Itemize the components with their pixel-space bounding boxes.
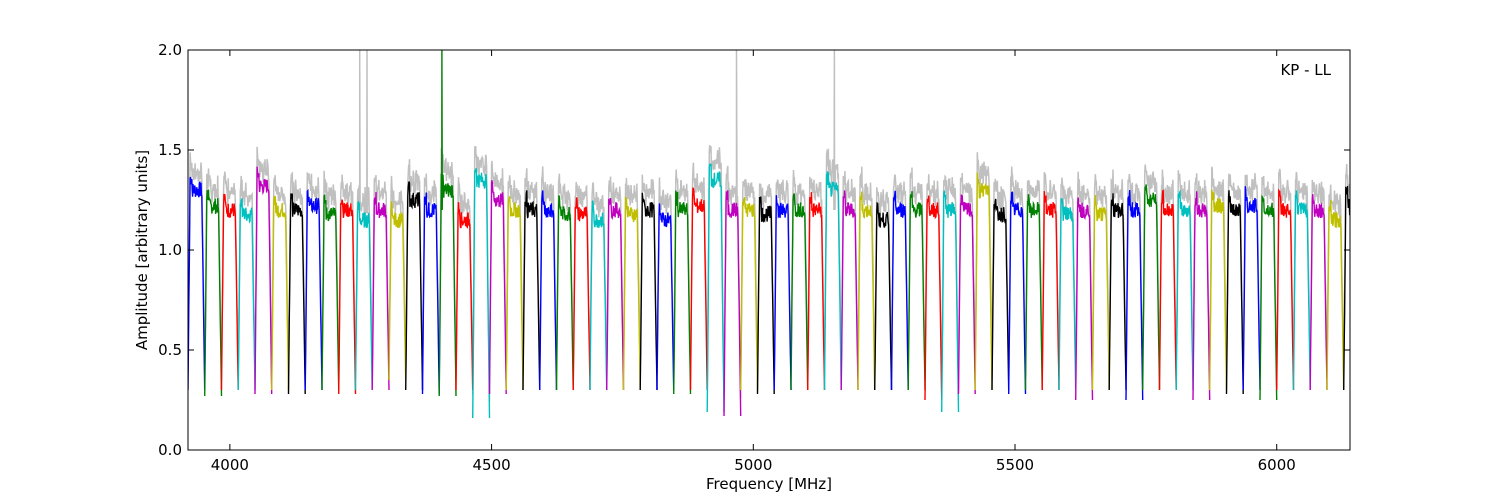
- channel-line: [455, 202, 474, 391]
- channel-line: [1041, 191, 1060, 391]
- channel-line: [472, 168, 491, 419]
- channel-line: [639, 192, 658, 391]
- channel-line: [1209, 189, 1228, 391]
- channel-line: [723, 190, 742, 417]
- channel-line: [555, 194, 574, 391]
- channel-line: [1343, 185, 1350, 391]
- channel-line: [790, 193, 809, 391]
- channel-line: [220, 193, 239, 391]
- channel-line: [1091, 194, 1110, 391]
- channel-line: [656, 203, 675, 391]
- channel-line: [941, 190, 960, 413]
- channel-line: [890, 190, 909, 391]
- channel-line: [840, 190, 859, 391]
- channel-line: [706, 163, 725, 413]
- x-tick-label: 4000: [211, 456, 249, 474]
- channel-line: [572, 197, 591, 391]
- channel-line: [756, 196, 775, 395]
- channel-line: [1242, 186, 1261, 391]
- channel-line: [1326, 199, 1345, 391]
- channel-line: [622, 196, 641, 391]
- channel-line: [1142, 184, 1161, 391]
- channel-line: [354, 201, 373, 391]
- channel-line: [438, 50, 457, 397]
- channel-line: [1075, 197, 1094, 401]
- x-tick-label: 4500: [472, 456, 510, 474]
- channel-line: [957, 194, 976, 395]
- x-axis-label: Frequency [MHz]: [706, 475, 832, 493]
- channel-line: [1225, 190, 1244, 395]
- channel-line: [1125, 190, 1144, 401]
- channel-line: [924, 195, 943, 401]
- channel-line: [505, 196, 524, 391]
- x-tick-label: 5000: [734, 456, 772, 474]
- channel-line: [1024, 194, 1043, 391]
- channel-line: [539, 190, 558, 391]
- channel-line: [271, 195, 290, 391]
- channel-line: [254, 166, 273, 395]
- channel-line: [589, 200, 608, 391]
- y-tick-label: 2.0: [158, 41, 182, 59]
- channel-line: [1058, 198, 1077, 391]
- channel-line: [974, 172, 993, 391]
- channel-line: [1175, 189, 1194, 391]
- x-tick-label: 6000: [1258, 456, 1296, 474]
- channel-line: [287, 193, 306, 395]
- x-tick-label: 5500: [996, 456, 1034, 474]
- channel-line: [1108, 193, 1127, 391]
- axis-ticks: 4000 4500 5000 5500 6000 0.0 0.5 1.0 1.5 2.0: [158, 41, 1350, 474]
- channel-line: [1276, 188, 1295, 391]
- channel-line: [823, 171, 842, 391]
- plot-area: [188, 50, 1350, 419]
- channel-line: [321, 194, 340, 391]
- channel-line: [1158, 189, 1177, 391]
- channel-line: [606, 197, 625, 391]
- channel-line: [1309, 194, 1328, 391]
- channel-line: [304, 188, 323, 391]
- channel-line: [488, 180, 507, 395]
- y-tick-label: 1.0: [158, 241, 182, 259]
- y-tick-label: 0.0: [158, 441, 182, 459]
- channel-line: [907, 191, 926, 391]
- channel-line: [689, 187, 708, 391]
- channel-line: [204, 189, 223, 397]
- channel-line: [857, 191, 876, 391]
- channel-line: [991, 198, 1010, 391]
- channel-line: [421, 192, 440, 395]
- channel-line: [388, 201, 407, 381]
- channel-line: [237, 198, 256, 391]
- channel-line: [371, 191, 390, 391]
- channel-line: [1008, 191, 1027, 395]
- annotation-label: KP - LL: [1280, 61, 1331, 79]
- channel-line: [1292, 190, 1311, 391]
- channel-line: [522, 190, 541, 391]
- y-tick-label: 0.5: [158, 341, 182, 359]
- y-axis-label: Amplitude [arbitrary units]: [133, 150, 151, 350]
- channel-line: [874, 201, 893, 391]
- channel-line: [773, 195, 792, 391]
- channel-line: [740, 196, 759, 391]
- channel-line: [1259, 194, 1278, 401]
- y-tick-label: 1.5: [158, 141, 182, 159]
- channel-line: [338, 199, 357, 395]
- channel-line: [1192, 191, 1211, 401]
- channel-line: [188, 176, 206, 391]
- channel-line: [673, 190, 692, 395]
- channel-line: [807, 192, 826, 391]
- channel-line: [405, 181, 424, 391]
